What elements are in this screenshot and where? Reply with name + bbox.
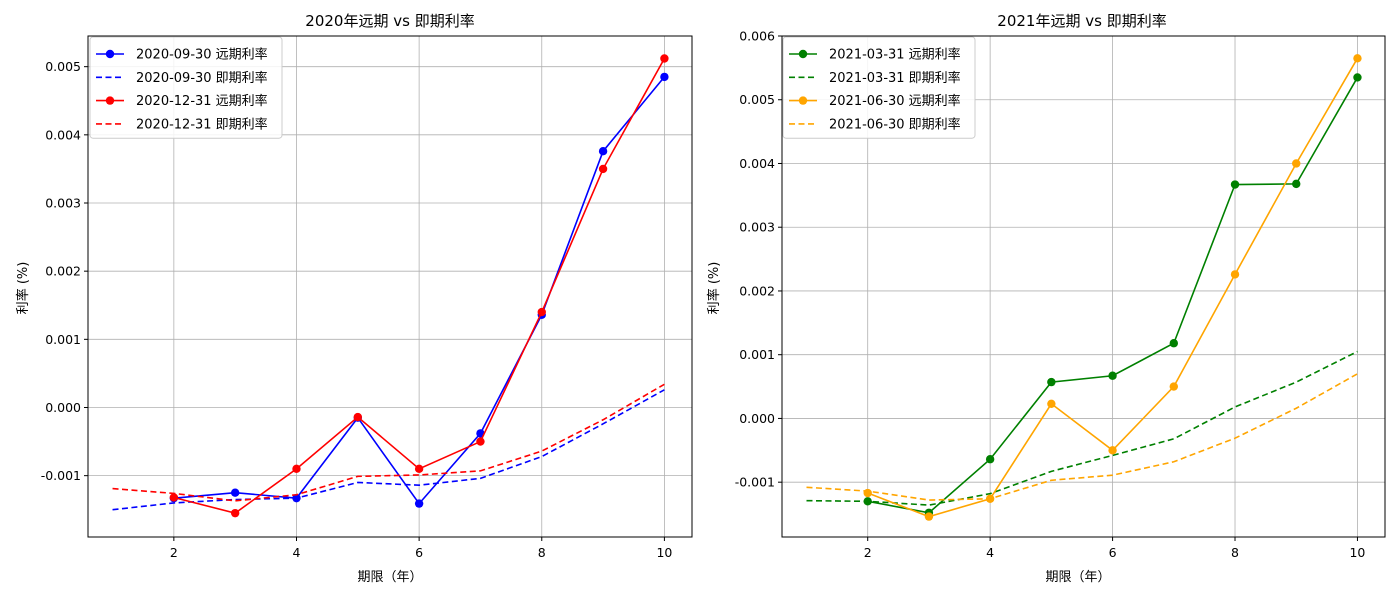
legend-label: 2020-12-31 远期利率 (136, 93, 268, 109)
x-tick-label: 2 (170, 545, 178, 560)
y-tick-label: 0.003 (45, 196, 81, 211)
series-group (806, 54, 1362, 521)
data-point (414, 499, 424, 508)
data-point (1353, 54, 1362, 63)
legend-label: 2021-06-30 即期利率 (829, 116, 961, 132)
y-tick-label: 0.002 (739, 283, 775, 298)
data-point (660, 54, 669, 63)
y-tick-label: 0.005 (45, 59, 81, 74)
data-point (1169, 339, 1178, 348)
data-point (598, 146, 608, 156)
chart-title: 2020年远期 vs 即期利率 (305, 12, 474, 30)
legend-marker (105, 49, 115, 59)
data-point (292, 464, 301, 474)
x-tick-label: 8 (538, 545, 546, 560)
data-point (924, 512, 934, 521)
chart-2020: 2020年远期 vs 即期利率 期限（年） 利率 (%) 2 4 6 8 10 -0.00… (15, 12, 693, 585)
data-point (1169, 382, 1178, 391)
legend: 2021-03-31 远期利率 2021-03-31 即期利率 2021-06-30… (782, 36, 976, 139)
y-tick-label: 0.000 (45, 400, 81, 415)
y-tick-label: 0.001 (45, 332, 81, 347)
legend-label: 2020-09-30 远期利率 (136, 47, 268, 63)
x-tick-label: 4 (293, 545, 301, 560)
data-point (230, 508, 240, 518)
legend-label: 2021-06-30 远期利率 (829, 93, 961, 109)
legend: 2020-09-30 远期利率 2020-09-30 即期利率 2020-12-31… (89, 36, 283, 139)
data-point (1108, 371, 1117, 380)
y-tick-label: 0.004 (739, 156, 775, 171)
y-axis-label: 利率 (%) (15, 262, 31, 315)
data-point (414, 464, 424, 474)
data-point (1353, 73, 1362, 82)
legend-marker (798, 49, 808, 59)
x-tick-label: 2 (864, 545, 872, 560)
legend-marker (798, 96, 808, 105)
data-point (598, 164, 608, 174)
y-tick-label: 0.002 (45, 264, 81, 279)
data-point (1230, 180, 1240, 189)
data-point (1047, 377, 1056, 387)
y-tick-label: 0.005 (739, 92, 775, 107)
data-point (1292, 159, 1301, 168)
legend-label: 2021-03-31 即期利率 (829, 70, 961, 86)
series-group (112, 54, 669, 518)
plot-frame (87, 35, 693, 538)
legend-box (782, 36, 976, 139)
x-tick-label: 10 (656, 545, 672, 560)
legend-label: 2020-12-31 即期利率 (136, 116, 268, 132)
data-point (1230, 270, 1240, 279)
chart-2021: 2021年远期 vs 即期利率 期限（年） 利率 (%) 2 4 6 8 10 -0.00… (706, 12, 1386, 585)
plot-frame (781, 35, 1386, 538)
series-line-3 (112, 383, 665, 502)
data-point (660, 72, 669, 82)
x-tick-label: 8 (1231, 545, 1239, 560)
legend-box (89, 36, 283, 139)
data-point (476, 437, 485, 446)
x-tick-label: 6 (415, 545, 423, 560)
legend-label: 2021-03-31 远期利率 (829, 47, 961, 63)
x-tick-label: 10 (1349, 545, 1365, 560)
legend-label: 2020-09-30 即期利率 (136, 70, 268, 86)
data-point (169, 493, 179, 502)
y-tick-label: 0.003 (739, 220, 775, 235)
data-point (1292, 179, 1301, 189)
y-tick-label: -0.001 (41, 468, 81, 483)
y-tick-label: -0.001 (735, 475, 775, 490)
y-tick-label: 0.006 (739, 29, 775, 44)
y-tick-label: 0.000 (739, 411, 775, 426)
series-line-3 (806, 373, 1358, 501)
data-point (1108, 446, 1117, 455)
data-point (230, 488, 240, 497)
legend-marker (105, 96, 115, 105)
y-axis-label: 利率 (%) (706, 262, 722, 315)
data-point (537, 307, 546, 317)
x-tick-label: 6 (1109, 545, 1117, 560)
data-point (985, 455, 995, 464)
x-axis-label: 期限（年） (1045, 570, 1110, 585)
series-line-1 (806, 350, 1358, 506)
chart-title: 2021年远期 vs 即期利率 (997, 12, 1166, 30)
series-line-1 (112, 389, 665, 511)
x-axis-label: 期限（年） (357, 570, 422, 585)
x-tick-label: 4 (986, 545, 994, 560)
data-point (353, 412, 363, 422)
y-tick-label: 0.004 (45, 127, 81, 142)
data-point (863, 488, 872, 498)
y-tick-label: 0.001 (739, 347, 775, 362)
data-point (1047, 399, 1056, 408)
